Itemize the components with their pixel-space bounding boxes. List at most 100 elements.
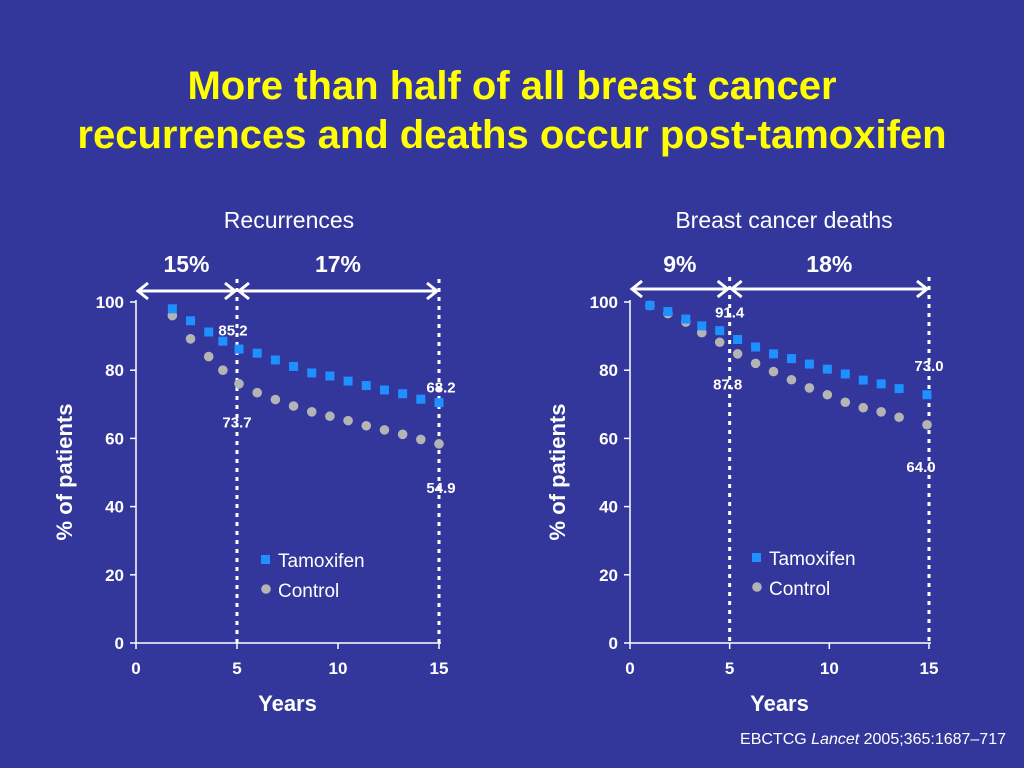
- data-label: 73.0: [914, 358, 943, 375]
- x-tick-label: 15: [920, 659, 939, 678]
- tamoxifen-point: [252, 348, 262, 358]
- x-axis-label: Years: [750, 691, 809, 716]
- control-point: [252, 387, 262, 398]
- control-point: [343, 415, 353, 426]
- x-axis-label: Years: [258, 691, 317, 716]
- x-tick-label: 0: [131, 659, 140, 678]
- control-point: [234, 379, 244, 389]
- control-point: [434, 439, 444, 449]
- control-point: [894, 412, 904, 423]
- tamoxifen-point: [289, 361, 299, 371]
- tamoxifen-point: [786, 354, 796, 364]
- tamoxifen-point: [715, 326, 725, 336]
- control-point: [306, 407, 317, 417]
- tamoxifen-point: [681, 314, 691, 324]
- chart-recurrences: Recurrences % of patients Years 0 20 40 60 80 10…: [52, 207, 456, 716]
- data-label: 87.8: [713, 377, 742, 394]
- legend-tamoxifen-label: Tamoxifen: [278, 551, 365, 572]
- tamoxifen-point: [379, 385, 389, 395]
- tamoxifen-point: [343, 376, 353, 386]
- citation-suffix: 2005;365:1687–717: [859, 731, 1006, 748]
- control-point: [379, 425, 390, 435]
- period-arrow-head-left: [135, 281, 149, 301]
- citation-prefix: EBCTCG: [740, 731, 812, 748]
- citation: EBCTCG Lancet 2005;365:1687–717: [740, 731, 1006, 749]
- y-tick-label: 100: [590, 293, 618, 312]
- y-tick-label: 100: [96, 293, 124, 312]
- y-tick-label: 60: [105, 429, 124, 448]
- citation-journal: Lancet: [811, 731, 860, 748]
- tamoxifen-point: [416, 394, 426, 404]
- control-point: [840, 397, 851, 408]
- tamoxifen-point: [234, 344, 244, 354]
- tamoxifen-point: [204, 327, 214, 337]
- legend-control-label: Control: [278, 581, 339, 602]
- period-arrow: [135, 281, 238, 301]
- tamoxifen-point: [218, 336, 228, 346]
- y-tick-label: 20: [599, 566, 618, 585]
- y-axis-label: % of patients: [52, 404, 77, 541]
- slide-title-line-2: recurrences and deaths occur post-tamoxi…: [77, 113, 947, 157]
- y-tick-label: 0: [115, 634, 124, 653]
- tamoxifen-point: [186, 316, 196, 326]
- tamoxifen-point: [804, 359, 814, 369]
- tamoxifen-point: [663, 307, 673, 317]
- period-arrow-head-right: [716, 279, 731, 299]
- y-axis-label: % of patients: [545, 404, 570, 541]
- period-arrow-head-right: [426, 281, 440, 301]
- tamoxifen-point: [697, 321, 707, 331]
- period-label: 17%: [315, 251, 361, 277]
- control-point: [822, 389, 833, 400]
- tamoxifen-point: [751, 342, 761, 352]
- tamoxifen-point: [434, 398, 444, 408]
- slide-title: More than half of all breast cancer recu…: [0, 62, 1024, 160]
- legend-tamoxifen-marker: [261, 555, 270, 564]
- control-point: [922, 419, 932, 430]
- control-point: [858, 402, 869, 413]
- tamoxifen-point: [858, 375, 868, 385]
- legend-tamoxifen-label: Tamoxifen: [769, 549, 856, 570]
- control-point: [714, 337, 725, 348]
- legend: Tamoxifen Control: [261, 551, 365, 602]
- control-point: [876, 407, 886, 417]
- period-label: 9%: [663, 251, 696, 277]
- period-arrow-head-left: [629, 279, 643, 299]
- period-arrow-head-left: [729, 279, 743, 299]
- tamoxifen-point: [769, 349, 779, 359]
- y-tick-label: 60: [599, 429, 618, 448]
- y-tick-label: 40: [105, 498, 124, 517]
- period-arrow-head-right: [224, 281, 238, 301]
- control-point: [218, 365, 228, 376]
- data-label: 54.9: [426, 480, 455, 497]
- data-label: 68.2: [426, 379, 455, 396]
- legend: Tamoxifen Control: [752, 549, 856, 600]
- legend-control-marker: [752, 582, 762, 592]
- tamoxifen-point: [167, 304, 177, 314]
- legend-control-label: Control: [769, 579, 830, 600]
- data-label: 73.7: [222, 415, 251, 432]
- period-arrow-head-right: [916, 279, 930, 299]
- period-label: 15%: [163, 251, 209, 277]
- tamoxifen-point: [398, 389, 408, 399]
- control-point: [416, 434, 426, 445]
- tamoxifen-point: [733, 335, 743, 345]
- tamoxifen-point: [645, 300, 655, 310]
- x-tick-label: 15: [430, 659, 449, 678]
- tamoxifen-point: [307, 368, 317, 378]
- tamoxifen-point: [822, 364, 832, 374]
- period-arrow-head-left: [236, 281, 250, 301]
- tamoxifen-point: [361, 381, 371, 391]
- legend-control-marker: [261, 584, 271, 594]
- y-tick-label: 20: [105, 566, 124, 585]
- period-arrow: [729, 279, 930, 299]
- chart-title: Recurrences: [224, 207, 354, 233]
- control-point: [804, 383, 815, 393]
- y-tick-label: 40: [599, 498, 618, 517]
- y-tick-label: 80: [599, 361, 618, 380]
- control-point: [325, 411, 335, 422]
- data-label: 64.0: [906, 459, 935, 476]
- control-point: [750, 358, 761, 369]
- tamoxifen-point: [922, 390, 932, 400]
- period-arrow: [236, 281, 440, 301]
